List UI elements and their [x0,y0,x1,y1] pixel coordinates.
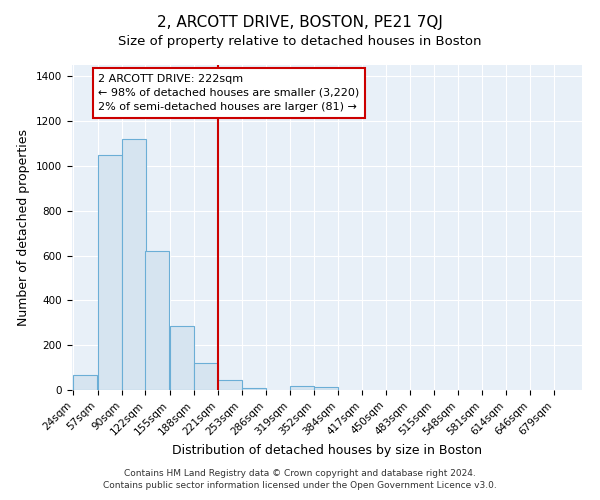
Bar [73,376,97,390]
Bar [290,386,314,390]
Bar [218,380,242,390]
Bar [170,326,194,390]
Bar [194,363,218,390]
Bar [314,386,338,390]
Y-axis label: Number of detached properties: Number of detached properties [17,129,31,326]
X-axis label: Distribution of detached houses by size in Boston: Distribution of detached houses by size … [172,444,482,456]
Text: Contains HM Land Registry data © Crown copyright and database right 2024.
Contai: Contains HM Land Registry data © Crown c… [103,468,497,490]
Bar [98,154,122,390]
Text: 2, ARCOTT DRIVE, BOSTON, PE21 7QJ: 2, ARCOTT DRIVE, BOSTON, PE21 7QJ [157,15,443,30]
Text: Size of property relative to detached houses in Boston: Size of property relative to detached ho… [118,35,482,48]
Bar [242,388,266,390]
Bar [122,139,146,390]
Text: 2 ARCOTT DRIVE: 222sqm
← 98% of detached houses are smaller (3,220)
2% of semi-d: 2 ARCOTT DRIVE: 222sqm ← 98% of detached… [98,74,359,112]
Bar [145,251,169,390]
